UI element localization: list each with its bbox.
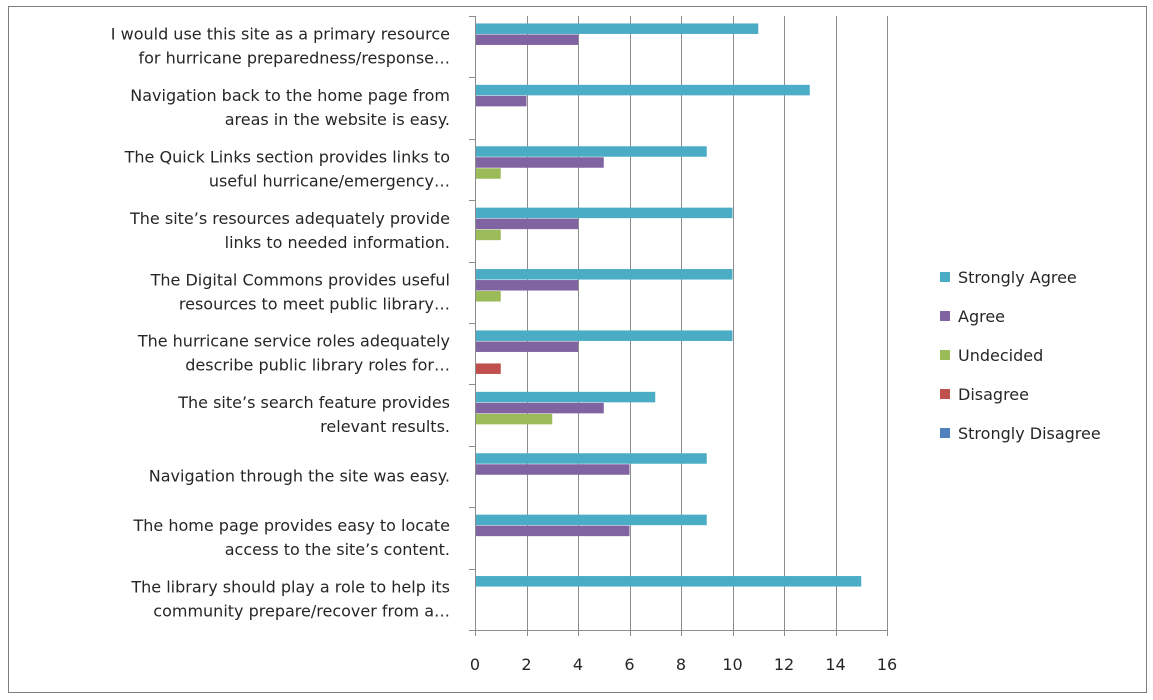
bar-agree-6 [475, 402, 604, 414]
bar-agree-0 [475, 34, 578, 45]
category-labels: I would use this site as a primary resou… [111, 25, 450, 621]
bar-agree-8 [475, 525, 630, 537]
x-tick-label-2: 2 [521, 655, 531, 674]
category-label-line: access to the site’s content. [225, 540, 450, 559]
axes [469, 16, 888, 636]
category-label-line: useful hurricane/emergency… [209, 172, 450, 191]
category-label: I would use this site as a primary resou… [111, 25, 450, 68]
bar-disagree-5 [475, 363, 501, 374]
x-tick-label-4: 4 [573, 655, 583, 674]
bar-strongly-agree-7 [475, 453, 707, 464]
bar-strongly-agree-3 [475, 207, 733, 219]
category-label-line: Navigation through the site was easy. [149, 467, 450, 486]
bar-agree-2 [475, 157, 604, 168]
bar-strongly-agree-8 [475, 514, 707, 526]
category-label: Navigation through the site was easy. [149, 467, 450, 486]
category-label-line: community prepare/recover from a… [153, 601, 450, 620]
bar-strongly-agree-2 [475, 146, 707, 157]
bar-agree-7 [475, 464, 630, 475]
bar-undecided-2 [475, 168, 501, 179]
category-label-line: The home page provides easy to locate [133, 516, 450, 535]
x-tick-label-16: 16 [877, 655, 897, 674]
bar-undecided-3 [475, 229, 501, 241]
legend-label-strongly-agree: Strongly Agree [958, 268, 1077, 287]
category-label-line: for hurricane preparedness/response… [139, 49, 451, 68]
legend-swatch-strongly-disagree [940, 428, 950, 438]
category-label: The site’s resources adequately provide l… [129, 209, 450, 252]
bar-agree-1 [475, 95, 527, 107]
category-label-line: The library should play a role to help i… [130, 577, 450, 596]
category-label: The library should play a role to help i… [130, 577, 450, 620]
legend: Strongly Agree Agree Undecided Disagree Stro… [940, 268, 1101, 443]
category-label: The site’s search feature provides releva… [177, 393, 450, 436]
x-tick-label-6: 6 [624, 655, 634, 674]
legend-swatch-agree [940, 311, 950, 321]
bar-strongly-agree-9 [475, 576, 862, 587]
category-label-line: The Digital Commons provides useful [150, 270, 450, 289]
category-label-line: The Quick Links section provides links t… [124, 148, 450, 167]
bar-strongly-agree-5 [475, 330, 733, 341]
category-label: The Quick Links section provides links t… [124, 148, 450, 191]
category-label-line: The site’s search feature provides [177, 393, 450, 412]
bar-undecided-6 [475, 413, 553, 425]
bar-strongly-agree-6 [475, 391, 656, 403]
legend-label-strongly-disagree: Strongly Disagree [958, 424, 1101, 443]
legend-swatch-strongly-agree [940, 272, 950, 282]
category-label-line: describe public library roles for… [185, 356, 450, 375]
legend-label-agree: Agree [958, 307, 1005, 326]
bars [475, 23, 862, 587]
category-label-line: I would use this site as a primary resou… [111, 25, 450, 44]
x-tick-label-12: 12 [774, 655, 794, 674]
legend-label-undecided: Undecided [958, 346, 1043, 365]
bar-agree-3 [475, 218, 578, 230]
x-tick-labels: 0 2 4 6 8 10 12 14 16 [470, 655, 897, 674]
category-label-line: resources to meet public library… [179, 294, 450, 313]
category-label-line: relevant results. [320, 417, 450, 436]
x-tick-label-0: 0 [470, 655, 480, 674]
bar-agree-5 [475, 341, 578, 352]
bar-undecided-4 [475, 291, 501, 302]
category-label: The hurricane service roles adequately de… [137, 332, 450, 375]
bar-strongly-agree-0 [475, 23, 759, 34]
x-tick-label-8: 8 [676, 655, 686, 674]
bar-strongly-agree-1 [475, 84, 810, 96]
bar-agree-4 [475, 280, 578, 291]
legend-label-disagree: Disagree [958, 385, 1029, 404]
category-label: Navigation back to the home page from are… [130, 86, 450, 129]
category-label-line: The site’s resources adequately provide [129, 209, 450, 228]
x-tick-label-14: 14 [825, 655, 845, 674]
category-label-line: links to needed information. [225, 233, 450, 252]
legend-swatch-undecided [940, 350, 950, 360]
category-label-line: The hurricane service roles adequately [137, 332, 450, 351]
x-tick-label-10: 10 [722, 655, 742, 674]
category-label: The home page provides easy to locate acc… [133, 516, 450, 559]
bar-strongly-agree-4 [475, 269, 733, 280]
category-label-line: areas in the website is easy. [225, 110, 450, 129]
category-label-line: Navigation back to the home page from [130, 86, 450, 105]
legend-swatch-disagree [940, 389, 950, 399]
category-label: The Digital Commons provides useful resou… [150, 270, 450, 313]
